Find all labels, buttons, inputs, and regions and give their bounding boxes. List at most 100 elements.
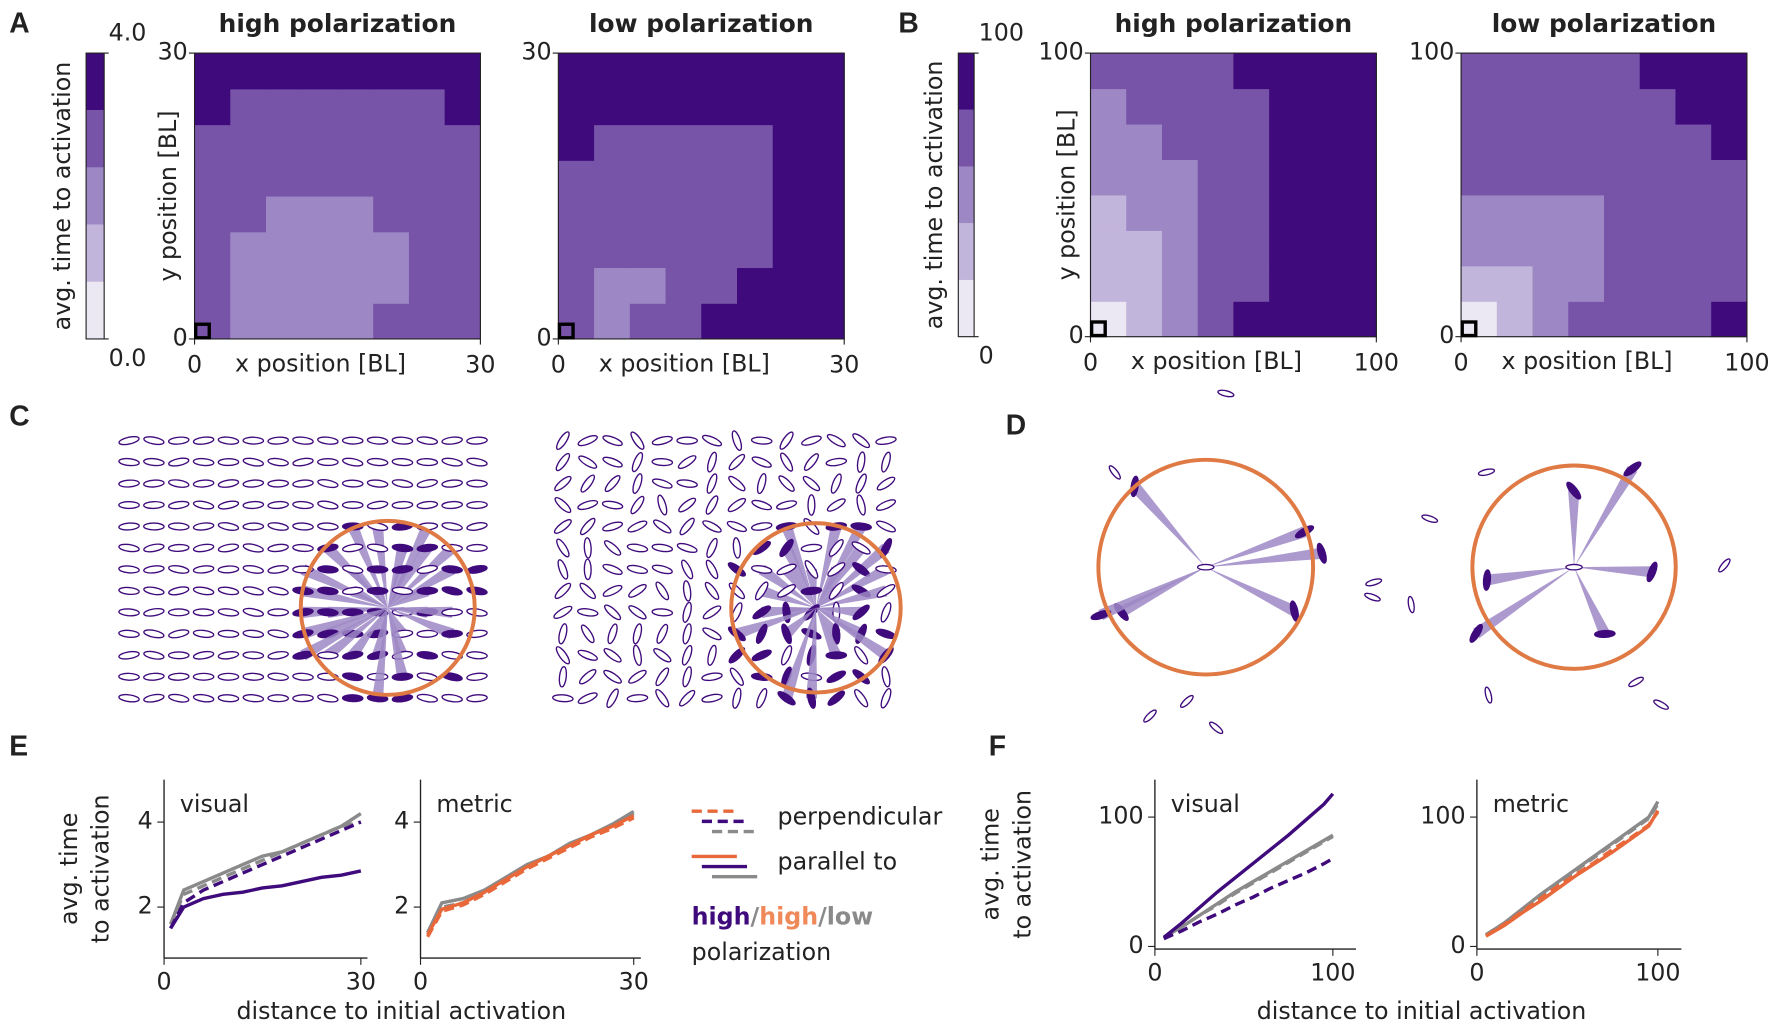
heatmap-cell — [1496, 53, 1534, 90]
agent — [606, 688, 619, 709]
agent — [416, 651, 439, 660]
heatmap-cell — [1340, 194, 1377, 231]
agent — [825, 651, 848, 660]
view-wedge — [300, 607, 388, 661]
agent — [342, 564, 364, 574]
agent — [779, 431, 794, 450]
heatmap-cell — [301, 160, 339, 197]
agent — [118, 608, 140, 617]
agent — [705, 495, 719, 515]
agent — [876, 583, 896, 598]
heatmap-cell — [1340, 159, 1377, 196]
view-wedge — [815, 544, 866, 608]
agent — [267, 650, 289, 660]
heatmap-cell — [1711, 265, 1748, 302]
agent — [881, 451, 891, 473]
heatmap-cell — [1496, 194, 1534, 231]
legend-groups: high/high/low — [692, 902, 874, 930]
agent — [391, 436, 414, 445]
heatmap-cell — [665, 53, 702, 90]
agent — [628, 669, 647, 684]
heatmap-cell — [1197, 159, 1234, 196]
y-tick-label: 2 — [394, 892, 409, 920]
heatmap-cell — [1197, 53, 1234, 90]
heatmap-cell — [1304, 53, 1342, 90]
agent — [554, 496, 572, 514]
heatmap-cell — [1304, 159, 1342, 196]
agent — [656, 623, 669, 644]
x-axis-label: x position [BL] — [599, 349, 770, 377]
heatmap-cell — [665, 303, 702, 340]
heatmap-cell — [266, 124, 303, 161]
heatmap-cell — [1711, 159, 1748, 196]
heatmap-cell — [1461, 301, 1498, 338]
x-tick-label: 100 — [1354, 348, 1399, 376]
agent — [776, 500, 798, 510]
heatmap-cell — [1711, 194, 1748, 231]
agent — [632, 473, 643, 494]
agent — [825, 457, 848, 467]
agent — [706, 537, 718, 559]
heatmap-cell — [444, 231, 481, 269]
agent — [317, 651, 339, 660]
heatmap-cell — [737, 124, 774, 161]
agent — [1565, 563, 1583, 571]
agent — [192, 650, 215, 660]
heatmap-cell — [1090, 265, 1127, 302]
agent — [267, 608, 290, 617]
agent — [118, 629, 140, 638]
heatmap-cell — [337, 231, 374, 269]
heatmap-cell — [1461, 265, 1498, 302]
heatmap-cell — [808, 88, 845, 126]
heatmap-cell — [1568, 53, 1605, 90]
heatmap-cell — [337, 53, 374, 90]
view-wedge — [387, 607, 408, 657]
heatmap-cell — [1197, 194, 1234, 231]
agent — [827, 562, 846, 577]
colorbar-band — [958, 166, 975, 224]
agent — [1594, 629, 1616, 639]
agent — [217, 608, 240, 617]
x-tick-label: 0 — [1147, 958, 1162, 986]
agent — [1316, 542, 1327, 564]
agent — [192, 565, 215, 574]
agent — [466, 694, 488, 703]
agent — [317, 693, 339, 703]
heatmap-cell — [1675, 53, 1712, 90]
view-wedge — [1574, 566, 1653, 578]
heatmap-cell — [1711, 53, 1748, 90]
y-axis-label: y position [BL] — [1052, 109, 1080, 280]
heatmap-cell — [408, 196, 446, 233]
chart-title: visual — [180, 790, 249, 818]
heatmap-cell — [194, 196, 231, 233]
heatmap-cell — [1340, 265, 1377, 302]
agent — [602, 563, 623, 576]
heatmap-cell — [266, 267, 303, 304]
agent — [826, 433, 846, 448]
heatmap-cell — [629, 53, 667, 90]
agent — [441, 522, 463, 531]
heatmap-cell — [1675, 301, 1712, 338]
heatmap-cell — [230, 196, 267, 233]
agent — [583, 537, 592, 559]
agent — [217, 651, 240, 660]
agent — [1623, 461, 1642, 477]
heatmap-cell — [629, 88, 667, 126]
panel-label: C — [9, 399, 29, 431]
view-wedge — [1574, 465, 1638, 568]
heatmap-cell — [1269, 123, 1306, 161]
agent — [750, 522, 773, 531]
agent — [677, 455, 697, 470]
agent — [653, 648, 672, 663]
agent — [728, 475, 746, 492]
heatmap-cell — [594, 124, 631, 161]
agent — [342, 650, 364, 660]
series-line — [1162, 792, 1335, 939]
agent — [366, 479, 389, 488]
agent — [628, 583, 647, 598]
agent — [217, 458, 240, 467]
agent — [580, 474, 596, 493]
agent — [143, 500, 165, 510]
agent — [1646, 561, 1658, 583]
colorbar-band — [958, 223, 975, 280]
